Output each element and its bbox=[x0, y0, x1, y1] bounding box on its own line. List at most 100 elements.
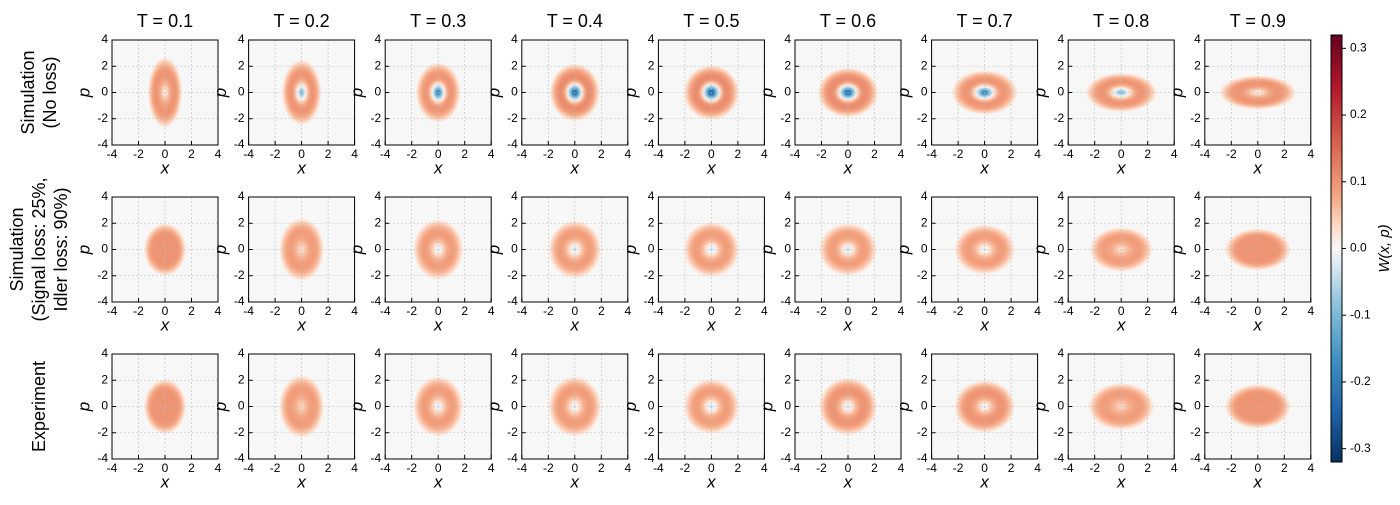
x-tick-label: -4 bbox=[380, 147, 391, 161]
colorbar-tick-label: 0.1 bbox=[1350, 174, 1367, 188]
x-axis-label: x bbox=[296, 315, 306, 334]
colorbar-label: W(x, p) bbox=[1376, 224, 1393, 272]
y-tick-label: 4 bbox=[238, 189, 245, 203]
x-tick-label: 4 bbox=[624, 304, 631, 318]
x-axis-label: x bbox=[160, 472, 170, 491]
y-tick-label: 0 bbox=[238, 242, 245, 256]
y-tick-label: 2 bbox=[921, 372, 928, 386]
panel-frame bbox=[111, 196, 219, 303]
y-tick-label: 0 bbox=[511, 242, 518, 256]
x-tick-label: 0 bbox=[845, 147, 852, 161]
y-tick-label: -4 bbox=[644, 137, 655, 151]
y-tick-label: 0 bbox=[648, 399, 655, 413]
y-tick-label: 0 bbox=[648, 242, 655, 256]
y-tick-label: -4 bbox=[97, 451, 108, 465]
x-tick-label: 4 bbox=[351, 147, 358, 161]
y-tick-label: -2 bbox=[644, 268, 655, 282]
y-tick-label: 4 bbox=[921, 32, 928, 46]
x-tick-label: 4 bbox=[488, 461, 495, 475]
y-axis-label: p bbox=[894, 88, 913, 98]
y-tick-label: -2 bbox=[1054, 268, 1065, 282]
x-tick-label: -4 bbox=[1199, 304, 1210, 318]
y-tick-label: -4 bbox=[371, 294, 382, 308]
y-tick-label: 4 bbox=[1194, 189, 1201, 203]
x-axis-label: x bbox=[570, 315, 580, 334]
y-tick-label: -4 bbox=[1054, 451, 1065, 465]
y-tick-label: -2 bbox=[234, 268, 245, 282]
panel-frame bbox=[931, 353, 1039, 460]
y-tick-label: 2 bbox=[1194, 215, 1201, 229]
x-tick-label: -2 bbox=[816, 461, 827, 475]
x-tick-label: 2 bbox=[188, 147, 195, 161]
x-tick-label: -2 bbox=[1089, 147, 1100, 161]
x-tick-label: 4 bbox=[488, 147, 495, 161]
y-tick-label: 2 bbox=[101, 372, 108, 386]
y-tick-label: -4 bbox=[917, 137, 928, 151]
panel-frame bbox=[794, 196, 902, 303]
colorbar-tick-label: -0.2 bbox=[1350, 374, 1371, 388]
y-tick-label: -2 bbox=[507, 268, 518, 282]
x-tick-label: -2 bbox=[953, 147, 964, 161]
panel-frame bbox=[1204, 196, 1312, 303]
y-tick-label: 2 bbox=[784, 215, 791, 229]
x-tick-label: -4 bbox=[516, 147, 527, 161]
y-tick-label: 4 bbox=[1194, 32, 1201, 46]
x-tick-label: -2 bbox=[680, 147, 691, 161]
x-tick-label: 0 bbox=[981, 147, 988, 161]
x-tick-label: 4 bbox=[761, 147, 768, 161]
y-tick-label: 0 bbox=[375, 85, 382, 99]
y-tick-label: 4 bbox=[921, 346, 928, 360]
panel-frame bbox=[248, 196, 356, 303]
y-axis-label: p bbox=[211, 88, 230, 98]
x-tick-label: 0 bbox=[981, 461, 988, 475]
x-tick-label: -4 bbox=[926, 304, 937, 318]
y-tick-label: 2 bbox=[511, 58, 518, 72]
y-tick-label: 2 bbox=[375, 215, 382, 229]
x-tick-label: 2 bbox=[325, 147, 332, 161]
y-tick-label: 2 bbox=[1058, 372, 1065, 386]
y-tick-label: 0 bbox=[1058, 399, 1065, 413]
x-axis-label: x bbox=[296, 158, 306, 177]
column-title: T = 0.1 bbox=[137, 11, 193, 31]
y-tick-label: -2 bbox=[1190, 111, 1201, 125]
y-tick-label: 0 bbox=[1058, 242, 1065, 256]
y-tick-label: 0 bbox=[1194, 242, 1201, 256]
x-tick-label: -2 bbox=[680, 304, 691, 318]
x-axis-label: x bbox=[706, 472, 716, 491]
x-tick-label: -4 bbox=[243, 461, 254, 475]
y-tick-label: -2 bbox=[507, 425, 518, 439]
x-tick-label: 2 bbox=[735, 461, 742, 475]
y-tick-label: -4 bbox=[371, 137, 382, 151]
y-tick-label: 4 bbox=[921, 189, 928, 203]
y-tick-label: 0 bbox=[511, 85, 518, 99]
column-title: T = 0.4 bbox=[547, 11, 603, 31]
x-tick-label: 4 bbox=[898, 461, 905, 475]
y-tick-label: 2 bbox=[921, 58, 928, 72]
y-tick-label: -2 bbox=[780, 111, 791, 125]
y-tick-label: 0 bbox=[921, 242, 928, 256]
x-tick-label: -4 bbox=[1063, 147, 1074, 161]
x-tick-label: 0 bbox=[435, 304, 442, 318]
x-axis-label: x bbox=[433, 472, 443, 491]
y-axis-label: p bbox=[484, 245, 503, 255]
y-tick-label: -2 bbox=[780, 268, 791, 282]
y-tick-label: -4 bbox=[644, 451, 655, 465]
x-tick-label: -4 bbox=[107, 461, 118, 475]
x-tick-label: 2 bbox=[871, 147, 878, 161]
column-title: T = 0.9 bbox=[1230, 11, 1286, 31]
x-axis-label: x bbox=[979, 315, 989, 334]
x-tick-label: 0 bbox=[845, 304, 852, 318]
y-tick-label: -2 bbox=[780, 425, 791, 439]
y-tick-label: -4 bbox=[97, 294, 108, 308]
x-axis-label: x bbox=[706, 158, 716, 177]
panel-frame bbox=[1067, 39, 1175, 146]
x-axis-label: x bbox=[843, 472, 853, 491]
y-tick-label: 0 bbox=[784, 242, 791, 256]
y-tick-label: -4 bbox=[780, 137, 791, 151]
y-tick-label: 4 bbox=[375, 32, 382, 46]
x-tick-label: -2 bbox=[1226, 304, 1237, 318]
x-axis-label: x bbox=[1253, 472, 1263, 491]
y-tick-label: 2 bbox=[238, 215, 245, 229]
x-tick-label: -4 bbox=[653, 461, 664, 475]
y-tick-label: 4 bbox=[1058, 346, 1065, 360]
